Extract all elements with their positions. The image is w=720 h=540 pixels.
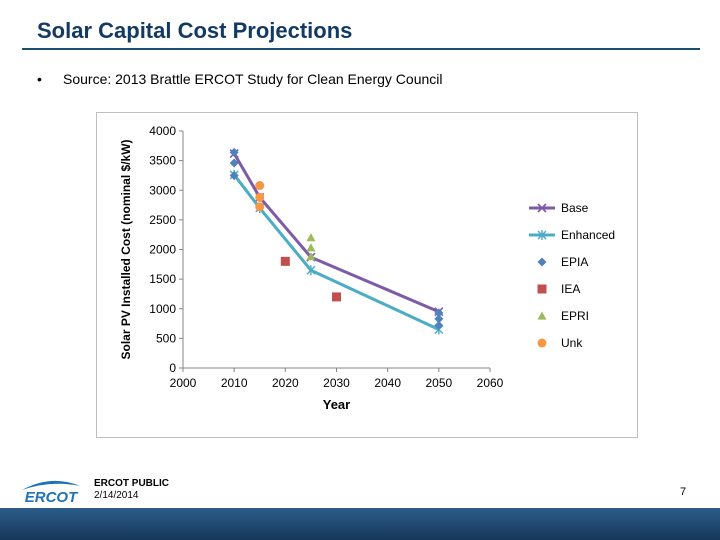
y-tick-label: 3000 [149, 183, 176, 197]
legend-label-enhanced: Enhanced [561, 228, 615, 242]
y-tick-label: 500 [156, 331, 176, 345]
series-line-base [232, 152, 440, 314]
legend-label-epia: EPIA [561, 255, 588, 269]
legend-marker-epri [537, 311, 547, 320]
slide-title: Solar Capital Cost Projections [37, 18, 353, 43]
data-point-epia [434, 320, 444, 330]
page-number: 7 [680, 486, 687, 498]
title-divider [22, 48, 700, 50]
data-point-enhanced [306, 265, 316, 276]
y-tick-label: 4000 [149, 124, 176, 138]
footer-bar [0, 508, 720, 540]
data-point-epia [229, 158, 239, 168]
source-text: Source: 2013 Brattle ERCOT Study for Cle… [63, 71, 443, 87]
x-tick-label: 2030 [323, 376, 350, 390]
x-tick-label: 2040 [374, 376, 401, 390]
data-point-iea [332, 292, 341, 302]
footer-classification: ERCOT PUBLIC [94, 478, 169, 489]
x-tick-label: 2020 [272, 376, 299, 390]
y-tick-label: 3500 [149, 154, 176, 168]
data-point-epia [434, 308, 444, 318]
cost-projection-chart: 0 500 1000 1500 2000 2500 3000 3500 4000 2000 2010… [119, 124, 615, 412]
x-tick-label: 2050 [425, 376, 452, 390]
data-point-iea [280, 256, 290, 266]
legend-label-epri: EPRI [561, 309, 589, 323]
data-point-epia [229, 170, 239, 180]
y-tick-label: 2500 [149, 213, 176, 227]
data-point-epri [306, 252, 316, 261]
legend-marker-unk [537, 338, 547, 348]
x-tick-label: 2060 [477, 376, 504, 390]
data-point-epri [306, 243, 316, 252]
legend-marker-base [537, 203, 547, 213]
legend-label-base: Base [561, 201, 589, 215]
ercot-logo: ERCOT [22, 480, 80, 506]
data-point-epri [306, 233, 316, 242]
y-tick-label: 2000 [149, 243, 176, 257]
x-tick-label: 2010 [221, 376, 248, 390]
legend-marker-enhanced [537, 230, 547, 240]
footer-date: 2/14/2014 [94, 490, 139, 501]
chart-container: 0 500 1000 1500 2000 2500 3000 3500 4000 2000 2010… [96, 112, 638, 438]
data-point-unk [255, 202, 265, 212]
y-tick-label: 1500 [149, 272, 176, 286]
legend-label-iea: IEA [561, 282, 580, 296]
footer-text: ERCOT PUBLIC 2/14/2014 [94, 478, 169, 502]
y-axis-title: Solar PV Installed Cost (nominal $/kW) [119, 139, 133, 359]
data-point-unk [255, 181, 265, 191]
ercot-logo-text: ERCOT [25, 489, 79, 506]
legend-marker-epia [537, 257, 547, 267]
source-bullet: • Source: 2013 Brattle ERCOT Study for Cl… [37, 71, 442, 87]
bullet-marker: • [37, 71, 42, 87]
x-axis-title: Year [323, 397, 350, 412]
y-tick-label: 1000 [149, 302, 176, 316]
data-point-epia [229, 147, 239, 157]
legend-marker-iea [537, 284, 547, 294]
x-tick-label: 2000 [170, 376, 197, 390]
legend-label-unk: Unk [561, 336, 583, 350]
data-point-unk [255, 192, 265, 202]
series-line-enhanced [232, 173, 440, 331]
y-tick-label: 0 [169, 361, 176, 375]
data-point-epia [434, 314, 444, 324]
